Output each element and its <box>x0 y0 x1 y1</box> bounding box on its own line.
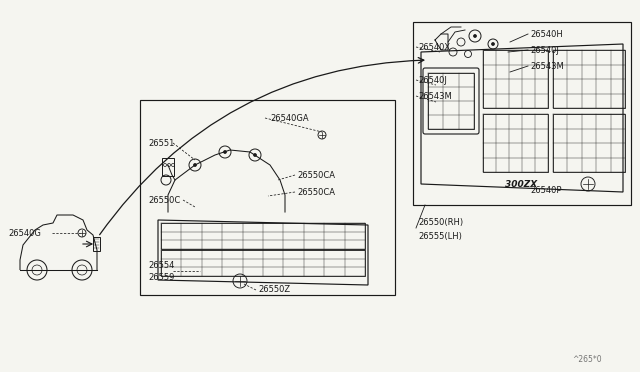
Bar <box>93 237 100 251</box>
Text: 26540J: 26540J <box>418 76 447 84</box>
Text: 26540X: 26540X <box>418 42 450 51</box>
Text: 26550CA: 26550CA <box>297 187 335 196</box>
Text: 26551: 26551 <box>148 138 174 148</box>
Bar <box>553 114 625 172</box>
Text: 26540GA: 26540GA <box>270 113 308 122</box>
Text: 26550Z: 26550Z <box>258 285 290 295</box>
Bar <box>553 50 625 108</box>
Circle shape <box>223 151 227 154</box>
Text: 26554: 26554 <box>148 260 174 269</box>
Bar <box>413 22 631 205</box>
Bar <box>161 250 365 276</box>
Bar <box>140 100 395 295</box>
Bar <box>161 223 365 249</box>
Text: 26555(LH): 26555(LH) <box>418 231 462 241</box>
Text: 26540P: 26540P <box>530 186 561 195</box>
Text: 26550C: 26550C <box>148 196 180 205</box>
Text: 26559: 26559 <box>148 273 174 282</box>
Bar <box>483 50 548 108</box>
Text: 26550(RH): 26550(RH) <box>418 218 463 227</box>
Circle shape <box>492 42 495 45</box>
Bar <box>483 114 548 172</box>
Text: 26540G: 26540G <box>8 228 41 237</box>
Text: 26550CA: 26550CA <box>297 170 335 180</box>
Text: 26543M: 26543M <box>418 92 452 100</box>
Bar <box>162 158 174 176</box>
Text: 26543M: 26543M <box>530 61 564 71</box>
Text: 300ZX: 300ZX <box>505 180 537 189</box>
Bar <box>428 73 474 129</box>
Circle shape <box>193 164 196 167</box>
Text: ^265*0: ^265*0 <box>572 356 602 365</box>
Circle shape <box>253 154 257 157</box>
Circle shape <box>474 35 477 38</box>
Text: 26540H: 26540H <box>530 29 563 38</box>
Text: 26540J: 26540J <box>530 45 559 55</box>
